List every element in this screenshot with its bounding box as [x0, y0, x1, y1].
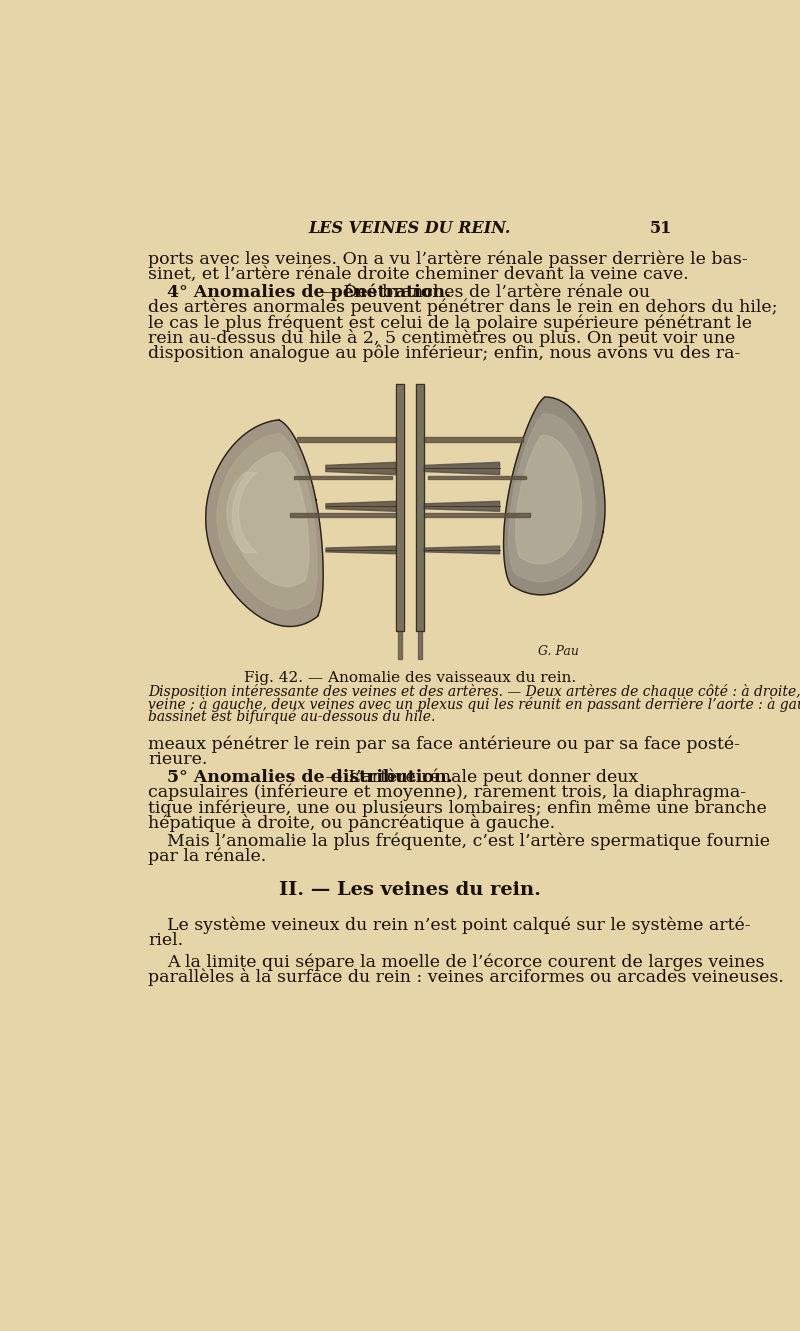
Polygon shape [233, 453, 309, 587]
Polygon shape [298, 437, 396, 442]
Text: rieure.: rieure. [148, 751, 207, 768]
Polygon shape [424, 437, 522, 442]
Polygon shape [516, 435, 582, 564]
Polygon shape [424, 514, 530, 516]
Text: 51: 51 [650, 220, 672, 237]
Polygon shape [398, 631, 402, 659]
Text: 5° Anomalies de distribution.: 5° Anomalies de distribution. [167, 769, 453, 785]
Polygon shape [206, 419, 323, 627]
Text: disposition analogue au pôle inférieur; enfin, nous avons vu des ra-: disposition analogue au pôle inférieur; … [148, 345, 741, 362]
Text: 4° Anomalies de pénétration.: 4° Anomalies de pénétration. [167, 284, 451, 301]
Text: parallèles à la surface du rein : veines arciformes ou arcades veineuses.: parallèles à la surface du rein : veines… [148, 968, 784, 986]
Text: le cas le plus fréquent est celui de la polaire supérieure pénétrant le: le cas le plus fréquent est celui de la … [148, 314, 752, 331]
Polygon shape [326, 462, 396, 475]
Text: — L’artère rénale peut donner deux: — L’artère rénale peut donner deux [320, 768, 638, 785]
Polygon shape [418, 631, 422, 659]
Text: meaux pénétrer le rein par sa face antérieure ou par sa face posté-: meaux pénétrer le rein par sa face antér… [148, 735, 740, 753]
Polygon shape [396, 385, 404, 631]
Text: des artères anormales peuvent pénétrer dans le rein en dehors du hile;: des artères anormales peuvent pénétrer d… [148, 298, 778, 317]
Polygon shape [294, 475, 392, 479]
Text: Fig. 42. — Anomalie des vaisseaux du rein.: Fig. 42. — Anomalie des vaisseaux du rei… [244, 671, 576, 684]
Text: II. — Les veines du rein.: II. — Les veines du rein. [279, 881, 541, 898]
Text: sinet, et l’artère rénale droite cheminer devant la veine cave.: sinet, et l’artère rénale droite chemine… [148, 266, 689, 284]
Polygon shape [424, 462, 500, 475]
Text: rein au-dessus du hile à 2, 5 centimètres ou plus. On peut voir une: rein au-dessus du hile à 2, 5 centimètre… [148, 329, 735, 347]
Text: tique inférieure, une ou plusieurs lombaires; enfin même une branche: tique inférieure, une ou plusieurs lomba… [148, 799, 766, 817]
Text: A la limite qui sépare la moelle de l’écorce courent de larges veines: A la limite qui sépare la moelle de l’éc… [167, 953, 765, 970]
Polygon shape [326, 546, 396, 554]
Text: Disposition intéressante des veines et des artères. — Deux artères de chaque côt: Disposition intéressante des veines et d… [148, 684, 800, 699]
Polygon shape [509, 414, 595, 582]
Polygon shape [424, 546, 500, 554]
Text: — Des branches de l’artère rénale ou: — Des branches de l’artère rénale ou [315, 284, 650, 301]
Polygon shape [290, 514, 396, 516]
Polygon shape [416, 385, 424, 631]
Polygon shape [428, 475, 526, 479]
Text: hépatique à droite, ou pancréatique à gauche.: hépatique à droite, ou pancréatique à ga… [148, 815, 555, 832]
Text: Mais l’anomalie la plus fréquente, c’est l’artère spermatique fournie: Mais l’anomalie la plus fréquente, c’est… [167, 832, 770, 849]
Text: capsulaires (inférieure et moyenne), rarement trois, la diaphragma-: capsulaires (inférieure et moyenne), rar… [148, 784, 746, 801]
Text: veine ; à gauche, deux veines avec un plexus qui les réunit en passant derrière : veine ; à gauche, deux veines avec un pl… [148, 696, 800, 712]
Polygon shape [424, 502, 500, 511]
Text: par la rénale.: par la rénale. [148, 848, 266, 865]
Polygon shape [503, 397, 605, 595]
Text: LES VEINES DU REIN.: LES VEINES DU REIN. [309, 220, 511, 237]
Text: bassinet est bifurqué au-dessous du hile.: bassinet est bifurqué au-dessous du hile… [148, 709, 435, 724]
Text: riel.: riel. [148, 932, 183, 949]
Text: ports avec les veines. On a vu l’artère rénale passer derrière le bas-: ports avec les veines. On a vu l’artère … [148, 250, 748, 268]
Polygon shape [217, 434, 317, 610]
Polygon shape [326, 502, 396, 511]
Text: Le système veineux du rein n’est point calqué sur le système arté-: Le système veineux du rein n’est point c… [167, 916, 751, 934]
Text: G. Pau: G. Pau [538, 644, 579, 658]
